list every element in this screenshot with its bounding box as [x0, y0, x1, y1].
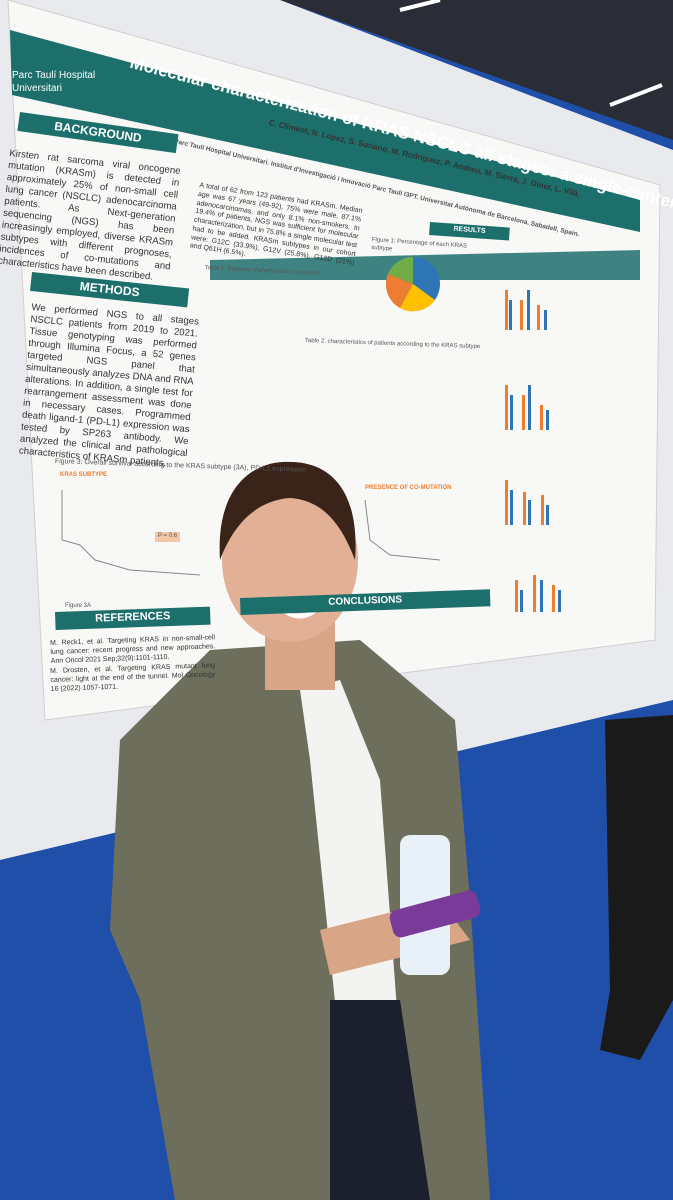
ceiling-light — [399, 0, 441, 12]
survival-curves — [61, 490, 441, 576]
background-text: Kirsten rat sarcoma viral oncogene mutat… — [0, 148, 182, 283]
figure-3a-label: Figure 3A — [65, 603, 92, 609]
person — [110, 461, 490, 1200]
p-value: P = 0.6 — [155, 532, 181, 542]
panel-a-title: KRAS SUBTYPE — [60, 472, 108, 478]
poster-bar-charts-blue — [509, 290, 561, 612]
ceiling — [280, 0, 673, 140]
pie-slice — [400, 284, 435, 312]
pie-slice — [385, 274, 413, 308]
poster-header — [10, 30, 640, 232]
poster-bar-charts — [505, 290, 555, 612]
bystander — [600, 715, 673, 1060]
pie-slice — [388, 257, 413, 284]
methods-text: We performed NGS to all stages NSCLC pat… — [18, 302, 200, 470]
panel-c-title: PRESENCE OF CO-MUTATION — [365, 485, 452, 491]
institution: Parc Taulí Hospital Universitari — [12, 70, 96, 94]
ceiling-light — [609, 83, 663, 107]
